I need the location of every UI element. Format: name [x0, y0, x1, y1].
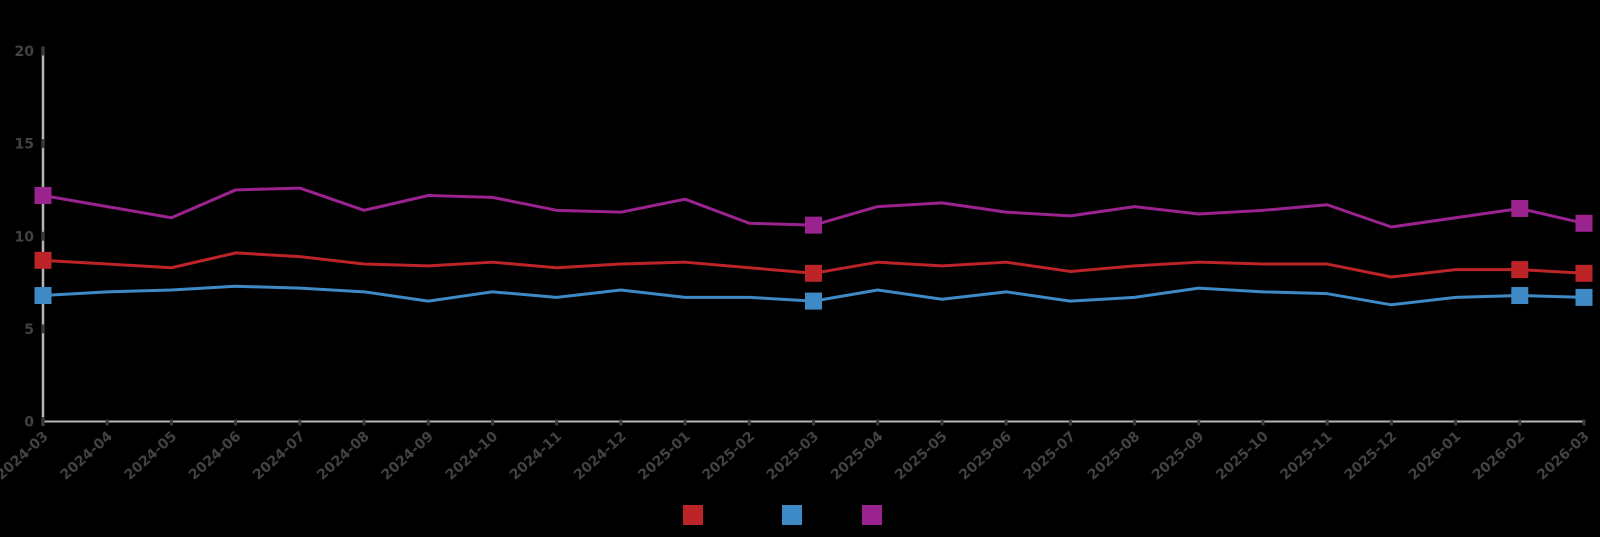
y-tick-label: 5 — [24, 322, 34, 338]
x-tick-mark — [1454, 419, 1458, 426]
x-tick-mark — [1068, 419, 1072, 426]
x-tick-label: 2025-05 — [892, 429, 950, 484]
x-tick-label: 2025-11 — [1277, 429, 1335, 484]
x-tick-mark — [169, 419, 173, 426]
x-tick-label: 2024-11 — [507, 429, 565, 484]
x-tick-mark — [298, 419, 302, 426]
y-tick-label: 0 — [24, 415, 34, 431]
x-tick-mark — [490, 419, 494, 426]
x-tick-mark — [940, 419, 944, 426]
x-tick-mark — [876, 419, 880, 426]
x-tick-mark — [619, 419, 623, 426]
x-tick-mark — [1518, 419, 1522, 426]
x-tick-label: 2025-12 — [1342, 429, 1400, 484]
x-tick-label: 2024-05 — [122, 429, 180, 484]
x-tick-label: 2025-09 — [1149, 429, 1207, 484]
x-tick-label: 2024-03 — [0, 429, 52, 484]
series-blue-marker — [1575, 288, 1593, 306]
x-tick-label: 2025-04 — [828, 428, 887, 483]
x-tick-label: 2025-01 — [635, 429, 693, 484]
series-red-marker — [805, 264, 822, 282]
x-tick-label: 2026-02 — [1470, 429, 1528, 484]
series-blue-markers — [34, 287, 1593, 310]
x-tick-label: 2024-08 — [314, 429, 372, 484]
x-tick-mark — [41, 419, 45, 426]
legend-swatch-red — [683, 505, 703, 525]
series-blue-marker — [805, 292, 822, 310]
y-tick-mark — [41, 324, 45, 334]
series-blue-marker — [1511, 287, 1529, 305]
legend-item-magenta — [862, 505, 890, 525]
y-tick-label: 10 — [15, 229, 35, 245]
x-tick-label: 2024-04 — [57, 428, 116, 483]
series-red-marker — [1511, 261, 1529, 279]
series-magenta-marker — [1511, 199, 1529, 217]
x-tick-label: 2024-06 — [186, 429, 244, 484]
x-axis-ticks: 2024-03 2024-04 2024-05 2024-06 2024-07 2024-… — [0, 419, 1593, 484]
x-tick-label: 2025-02 — [700, 429, 758, 484]
legend — [0, 505, 1600, 527]
series-red-markers — [34, 251, 1593, 282]
series-magenta-marker — [34, 186, 52, 204]
legend-item-blue — [782, 505, 810, 525]
x-tick-label: 2024-12 — [571, 429, 629, 484]
x-tick-mark — [1389, 419, 1393, 426]
x-tick-label: 2024-10 — [443, 428, 502, 483]
y-tick-label: 20 — [15, 44, 35, 60]
series-red-marker — [1575, 264, 1593, 282]
legend-swatch-blue — [782, 505, 802, 525]
y-tick-label: 15 — [15, 137, 34, 153]
x-tick-label: 2026-03 — [1534, 429, 1592, 484]
x-tick-mark — [555, 419, 559, 426]
series-magenta-marker — [1575, 214, 1593, 232]
x-tick-label: 2025-06 — [956, 429, 1014, 484]
x-tick-mark — [234, 419, 238, 426]
x-tick-label: 2026-01 — [1406, 429, 1464, 484]
y-tick-mark — [41, 139, 45, 149]
x-tick-label: 2024-09 — [378, 429, 436, 484]
x-tick-mark — [1197, 419, 1201, 426]
legend-swatch-magenta — [862, 505, 882, 525]
legend-item-red — [683, 505, 711, 525]
x-tick-label: 2024-07 — [250, 429, 308, 484]
x-tick-mark — [362, 419, 366, 426]
y-tick-mark — [41, 46, 45, 56]
series-blue-marker — [34, 287, 52, 305]
y-tick-mark — [41, 231, 45, 241]
x-tick-label: 2025-08 — [1085, 429, 1143, 484]
x-tick-mark — [683, 419, 687, 426]
x-tick-mark — [747, 419, 751, 426]
x-tick-label: 2025-07 — [1021, 429, 1079, 484]
x-tick-mark — [1582, 419, 1586, 426]
x-tick-mark — [105, 419, 109, 426]
x-tick-mark — [1261, 419, 1265, 426]
x-tick-mark — [812, 419, 815, 426]
x-tick-label: 2025-03 — [764, 429, 822, 484]
x-tick-mark — [426, 419, 430, 426]
series-magenta-marker — [805, 216, 822, 234]
series-magenta-markers — [34, 186, 1593, 234]
x-tick-mark — [1004, 419, 1008, 426]
x-tick-label: 2025-10 — [1213, 428, 1272, 483]
x-tick-mark — [1133, 419, 1137, 426]
series-red-marker — [34, 251, 52, 269]
x-tick-mark — [1325, 419, 1329, 426]
y-axis-ticks: 0 5 10 15 20 — [15, 44, 45, 431]
